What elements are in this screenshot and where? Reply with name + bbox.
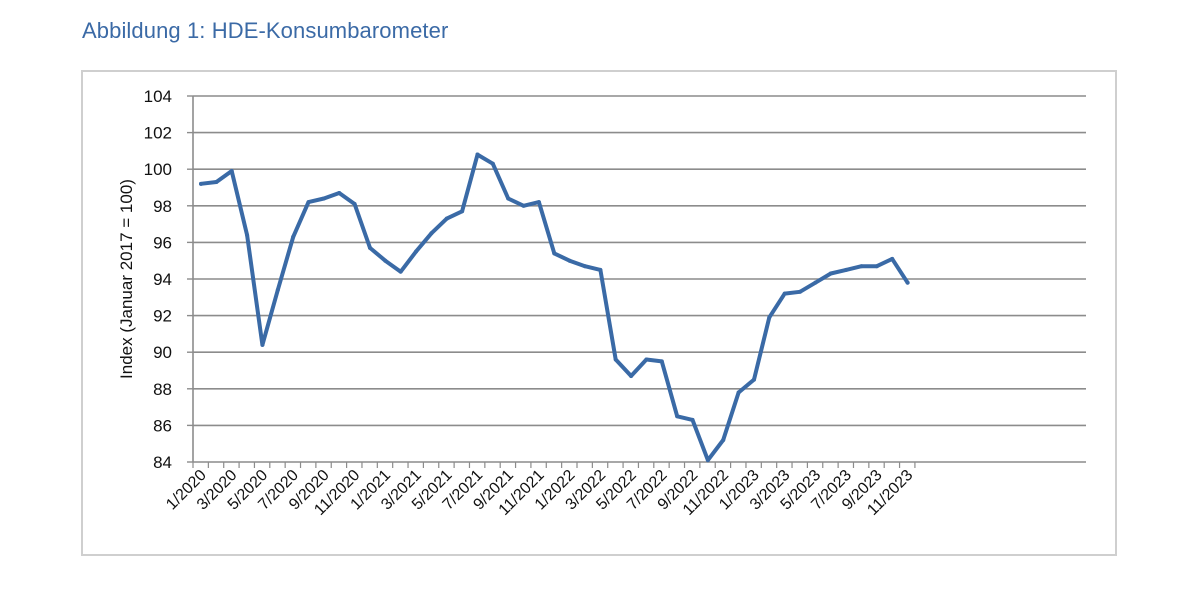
y-tick-label: 102 [144, 124, 172, 143]
data-point [398, 269, 403, 274]
data-point [598, 267, 603, 272]
data-point [506, 196, 511, 201]
data-point [782, 291, 787, 296]
chart-frame [81, 70, 1117, 556]
series-line [199, 152, 910, 463]
y-tick-label: 104 [144, 87, 172, 106]
data-point [490, 161, 495, 166]
data-point [291, 234, 296, 239]
data-point [429, 231, 434, 236]
data-point [337, 190, 342, 195]
data-point [659, 359, 664, 364]
data-point [552, 251, 557, 256]
data-point [475, 152, 480, 157]
y-tick-label: 90 [153, 343, 172, 362]
data-point [260, 342, 265, 347]
data-point [444, 216, 449, 221]
y-axis-label: Index (Januar 2017 = 100) [117, 179, 136, 379]
data-point [613, 357, 618, 362]
data-point [705, 458, 710, 463]
y-tick-label: 98 [153, 197, 172, 216]
data-point [828, 271, 833, 276]
data-point [874, 264, 879, 269]
data-point [859, 264, 864, 269]
y-tick-label: 100 [144, 160, 172, 179]
data-point [521, 203, 526, 208]
data-point [844, 267, 849, 272]
data-point [905, 280, 910, 285]
data-point [736, 390, 741, 395]
data-point [460, 209, 465, 214]
data-point [352, 201, 357, 206]
data-point [767, 315, 772, 320]
y-tick-label: 88 [153, 380, 172, 399]
data-point [275, 287, 280, 292]
figure-caption: Abbildung 1: HDE-Konsumbarometer [82, 18, 449, 43]
data-point [675, 414, 680, 419]
data-point [798, 289, 803, 294]
data-point [690, 417, 695, 422]
axis-layer [187, 95, 1086, 468]
data-point [890, 256, 895, 261]
data-point [383, 258, 388, 263]
data-point [644, 357, 649, 362]
data-point [245, 233, 250, 238]
data-point [536, 200, 541, 205]
y-tick-label: 84 [153, 453, 172, 472]
y-tick-label: 86 [153, 416, 172, 435]
data-point [367, 245, 372, 250]
data-point [813, 280, 818, 285]
x-tick-labels: 1/20203/20205/20207/20209/202011/20201/2… [163, 467, 916, 519]
y-tick-labels: 84 86 88 90 92 94 96 98 100 102 104 [144, 87, 172, 472]
data-point [721, 438, 726, 443]
data-point [629, 373, 634, 378]
data-point [583, 264, 587, 269]
data-point [414, 249, 419, 254]
y-tick-label: 92 [153, 307, 172, 326]
data-point [229, 169, 234, 174]
data-point [751, 377, 756, 382]
data-point [199, 181, 203, 186]
y-tick-label: 96 [153, 233, 172, 252]
grid-layer [193, 95, 1086, 427]
data-point [214, 180, 219, 185]
data-point [306, 200, 311, 205]
data-point [567, 258, 572, 263]
series-layer [199, 152, 910, 463]
y-tick-label: 94 [153, 270, 172, 289]
data-point [321, 196, 326, 201]
